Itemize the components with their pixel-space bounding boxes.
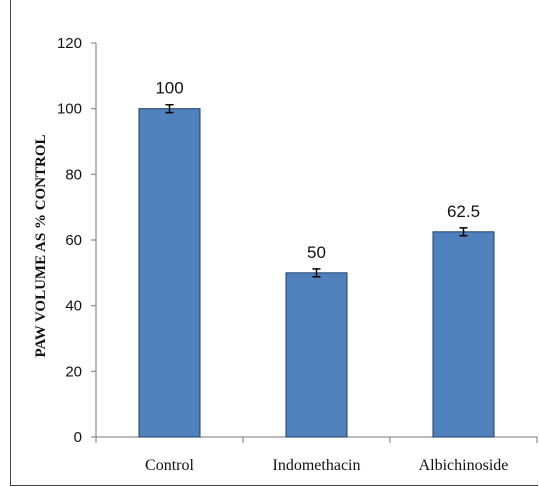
y-tick-label: 120 <box>57 35 82 52</box>
bar-indomethacin <box>285 272 348 438</box>
y-tick-label: 0 <box>74 429 82 446</box>
y-tick-label: 60 <box>65 232 82 249</box>
y-tick-label: 100 <box>57 101 82 118</box>
bar-albichinoside <box>432 231 495 438</box>
chart-frame <box>10 0 538 486</box>
bar-control <box>138 108 201 438</box>
x-category-label: Control <box>145 457 194 474</box>
data-label: 100 <box>155 79 183 98</box>
data-label: 50 <box>307 243 326 262</box>
data-label: 62.5 <box>447 202 480 221</box>
y-tick-label: 40 <box>65 298 82 315</box>
y-tick-label: 80 <box>65 166 82 183</box>
labels: 100 Control 50 Indomethacin 62.5 Albichinosid… <box>145 79 508 474</box>
y-tick-label: 20 <box>65 363 82 380</box>
bars <box>138 103 495 438</box>
x-category-label: Indomethacin <box>273 457 361 474</box>
y-axis-title: PAW VOLUME AS % CONTROL <box>33 134 49 357</box>
x-category-label: Albichinoside <box>419 457 509 474</box>
